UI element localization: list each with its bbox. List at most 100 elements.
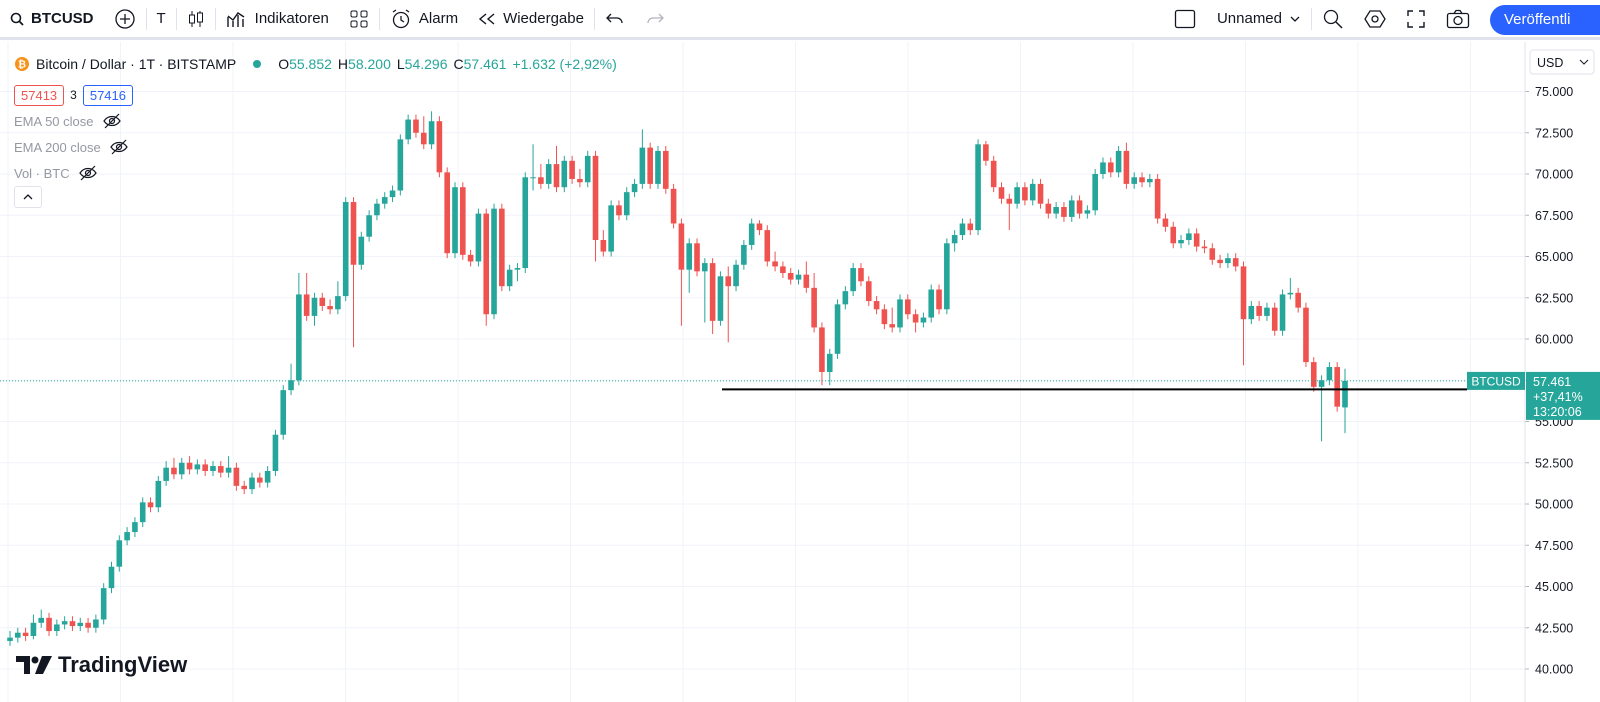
candle-body [506,269,513,287]
indicators-icon [226,11,245,27]
candle-body [670,188,677,224]
candle-body [381,197,388,204]
candle-body [623,192,630,216]
candle-body [538,177,544,184]
candle-body [1154,178,1161,219]
y-tick-label: 75.000 [1535,85,1573,99]
add-symbol[interactable] [104,0,146,39]
market-status [253,60,262,68]
symbol-tag-label: BTCUSD [1471,374,1521,388]
svg-text:₿: ₿ [18,59,26,71]
candle-body [709,263,716,321]
candle-body [264,471,271,483]
candle-body [116,540,123,567]
candle-body [975,144,981,231]
grid-icon [350,10,368,27]
indicator-name: Vol · BTC [14,165,70,181]
camera-icon [1446,9,1470,28]
candle-body [217,466,224,473]
candle-body [342,202,349,297]
indicator-row: EMA 200 close [14,134,617,160]
candle-body [1061,207,1067,217]
search-icon [10,12,24,26]
currency-box [1529,49,1595,75]
candle-body [210,466,216,471]
redo[interactable] [635,0,675,39]
snapshot[interactable] [1436,0,1480,39]
countdown: 13:20:06 [1533,405,1582,419]
candle-body [1092,174,1098,211]
fullscreen[interactable] [1396,0,1436,39]
candle-body [499,208,505,287]
candle-body [93,619,99,628]
candle-body [561,160,568,188]
candle-body [600,240,607,252]
candle-body [647,147,653,184]
settings[interactable] [1354,0,1396,39]
indicator-row: Vol · BTC [14,160,617,186]
sell-price[interactable]: 57413 [14,84,65,106]
redo-icon [647,13,664,23]
candle-body [772,261,778,267]
replay-button[interactable]: Wiedergabe [468,0,594,39]
alarm-icon [392,8,410,28]
candle-body [132,522,138,533]
candle-body [1162,218,1169,227]
candle-body [319,297,326,306]
candle-body [100,588,107,620]
high-label: H [337,56,349,72]
spread: 3 [70,88,77,102]
candle-body [1115,150,1122,173]
y-tick-label: 50.000 [1535,498,1573,512]
candle-body [1131,177,1138,184]
candle-body [483,213,490,315]
candle-body [15,632,21,638]
candle-body [1068,200,1075,217]
indicator-list: EMA 50 close EMA 200 close Vol · BTC [14,108,617,186]
interval[interactable]: T [147,0,176,39]
chart-type[interactable] [177,0,215,39]
hidden-eye-icon[interactable] [109,139,129,155]
candle-body [155,480,162,508]
y-tick-label: 67.500 [1535,209,1573,223]
templates[interactable] [339,0,379,39]
indicators-button[interactable]: Indikatoren [216,0,339,39]
quick-search[interactable] [1312,0,1354,39]
candle-body [702,263,708,272]
publish-button[interactable]: Veröffentli [1490,5,1600,35]
candle-body [1029,183,1036,201]
candle-body [30,622,37,636]
candle-body [662,150,669,189]
candle-body [834,304,841,354]
alarm-button[interactable]: Alarm [380,0,468,39]
candle-body [1084,210,1091,214]
symbol-search[interactable]: BTCUSD [0,0,104,39]
candle-body [1334,367,1340,407]
buy-price[interactable]: 57416 [82,84,133,106]
legend: ₿ Bitcoin / Dollar · 1T · BITSTAMP O 55.8… [14,54,617,208]
candle-body [1014,187,1020,204]
indicator-row: EMA 50 close [14,108,617,134]
candle-body [69,621,76,627]
candle-body [85,622,91,628]
hidden-eye-icon[interactable] [78,165,98,181]
separator [593,7,595,30]
layout-menu[interactable]: Unnamed [1164,0,1311,39]
low-value: 54.296 [404,56,448,72]
candle-body [905,299,911,315]
undo[interactable] [595,0,635,39]
separator [1311,7,1312,30]
candle-body [1342,380,1348,408]
candle-body [686,243,693,270]
candle-body [967,223,974,231]
hidden-eye-icon[interactable] [102,113,122,129]
candle-body [108,566,115,589]
y-tick-label: 40.000 [1535,663,1573,677]
candle-body [1248,306,1255,320]
candle-body [1076,200,1083,214]
currency-chevron [1579,59,1589,65]
candle-body [998,187,1005,199]
collapse-button[interactable] [14,186,42,208]
candle-body [928,289,935,318]
candle-body [944,243,950,310]
